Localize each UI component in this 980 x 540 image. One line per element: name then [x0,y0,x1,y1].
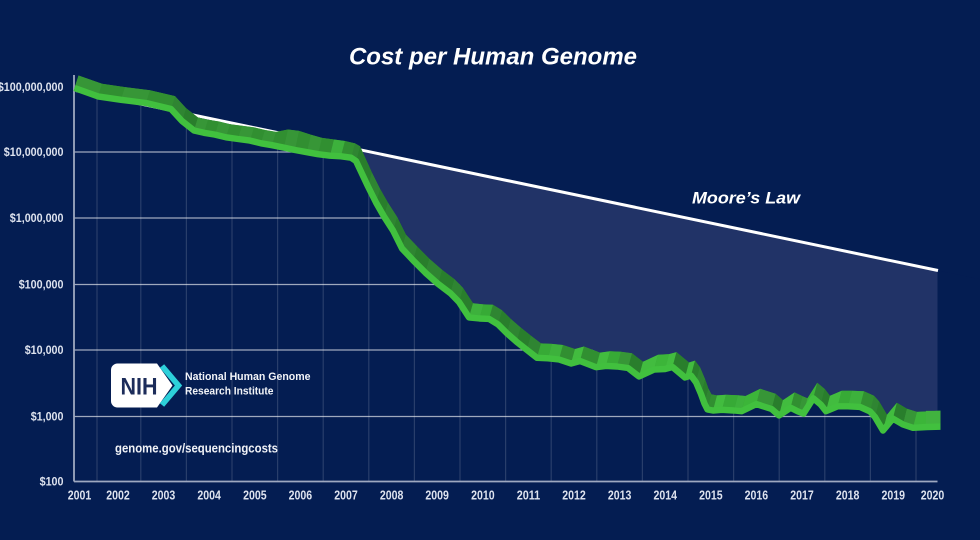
svg-text:2010: 2010 [471,487,495,502]
svg-text:$100,000: $100,000 [19,280,64,292]
svg-text:Cost per Human Genome: Cost per Human Genome [349,44,637,71]
svg-text:2009: 2009 [425,487,449,502]
svg-text:NIH: NIH [121,373,158,400]
svg-text:National Human Genome: National Human Genome [185,371,311,383]
svg-text:$1,000: $1,000 [31,412,64,424]
svg-text:2004: 2004 [197,487,221,502]
svg-text:Moore’s Law: Moore’s Law [692,188,802,207]
svg-text:2015: 2015 [699,487,723,502]
svg-text:2019: 2019 [882,487,906,502]
svg-text:2001: 2001 [68,487,92,502]
svg-text:2013: 2013 [608,487,632,502]
svg-text:Research Institute: Research Institute [185,386,274,398]
svg-text:2014: 2014 [654,487,678,502]
svg-text:2020: 2020 [921,487,945,502]
svg-text:2006: 2006 [289,487,313,502]
svg-text:2011: 2011 [517,487,541,502]
svg-text:2005: 2005 [243,487,267,502]
svg-text:$10,000,000: $10,000,000 [4,147,64,159]
svg-text:$100: $100 [40,477,64,489]
svg-text:2016: 2016 [745,487,769,502]
svg-text:$100,000,000: $100,000,000 [0,82,64,94]
svg-text:2003: 2003 [152,487,176,502]
svg-text:$10,000: $10,000 [25,345,64,357]
svg-text:genome.gov/sequencingcosts: genome.gov/sequencingcosts [115,441,278,456]
svg-text:2017: 2017 [790,487,814,502]
svg-text:$1,000,000: $1,000,000 [10,213,64,225]
svg-text:2008: 2008 [380,487,404,502]
svg-text:2007: 2007 [334,487,358,502]
svg-text:2018: 2018 [836,487,860,502]
svg-text:2002: 2002 [106,487,130,502]
svg-text:2012: 2012 [562,487,586,502]
